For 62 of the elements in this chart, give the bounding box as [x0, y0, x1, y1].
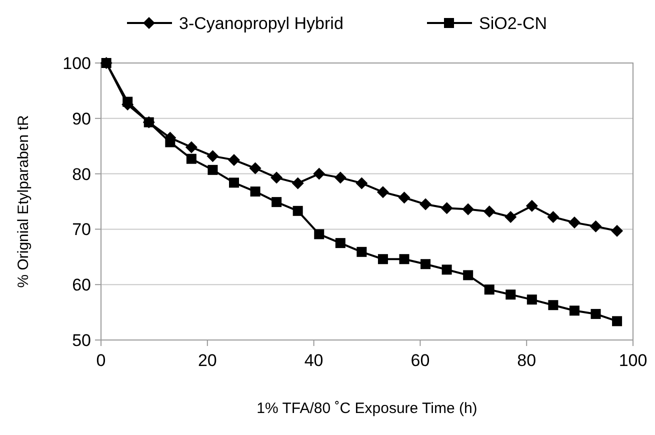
point [420, 198, 432, 210]
point [463, 270, 474, 280]
point [101, 58, 112, 68]
point [526, 294, 537, 305]
point [185, 141, 198, 154]
y-tick-label: 70 [72, 220, 91, 240]
point [292, 206, 303, 216]
point [228, 154, 240, 166]
y-tick-label: 90 [72, 109, 91, 128]
point [356, 177, 368, 190]
point [399, 254, 410, 264]
point [398, 192, 410, 204]
point [547, 211, 560, 224]
point [144, 117, 154, 128]
point [378, 254, 388, 264]
point [590, 308, 601, 319]
point [165, 137, 176, 148]
legend-label: 3-Cyanopropyl Hybrid [179, 14, 344, 33]
point [442, 264, 452, 275]
y-tick-label: 50 [72, 330, 91, 350]
point [590, 220, 602, 232]
y-tick-label: 100 [62, 54, 91, 73]
point [208, 164, 218, 175]
point [504, 211, 517, 224]
point [206, 150, 219, 162]
point [420, 259, 431, 270]
point [484, 284, 494, 295]
point [376, 186, 389, 198]
point [334, 172, 346, 184]
point [506, 290, 516, 300]
point [548, 300, 558, 310]
point [526, 200, 538, 212]
x-tick-label: 0 [96, 351, 106, 370]
point [250, 186, 260, 197]
point [313, 168, 326, 180]
point [314, 229, 324, 240]
x-tick-label: 20 [198, 351, 217, 370]
point [462, 203, 474, 216]
point [270, 172, 283, 184]
point [483, 205, 496, 218]
y-tick-label: 60 [72, 276, 91, 295]
point [272, 197, 282, 208]
point [611, 224, 624, 237]
point [229, 178, 239, 188]
point [249, 162, 262, 174]
y-axis-title: % Orignial Etylparaben tR [15, 115, 32, 288]
point [440, 202, 453, 214]
x-tick-label: 40 [304, 351, 324, 370]
x-axis-title: 1% TFA/80 ˚C Exposure Time (h) [256, 400, 478, 417]
point [122, 96, 133, 107]
x-tick-label: 60 [410, 351, 430, 370]
x-tick-label: 100 [618, 351, 648, 370]
y-tick-label: 80 [72, 164, 91, 184]
point [186, 154, 196, 164]
point [335, 238, 346, 248]
legend-label: SiO2-CN [479, 14, 548, 33]
point [612, 316, 622, 326]
point [356, 246, 367, 257]
point [569, 306, 580, 316]
point [568, 216, 580, 229]
x-tick-label: 80 [517, 351, 536, 370]
point [292, 177, 304, 190]
